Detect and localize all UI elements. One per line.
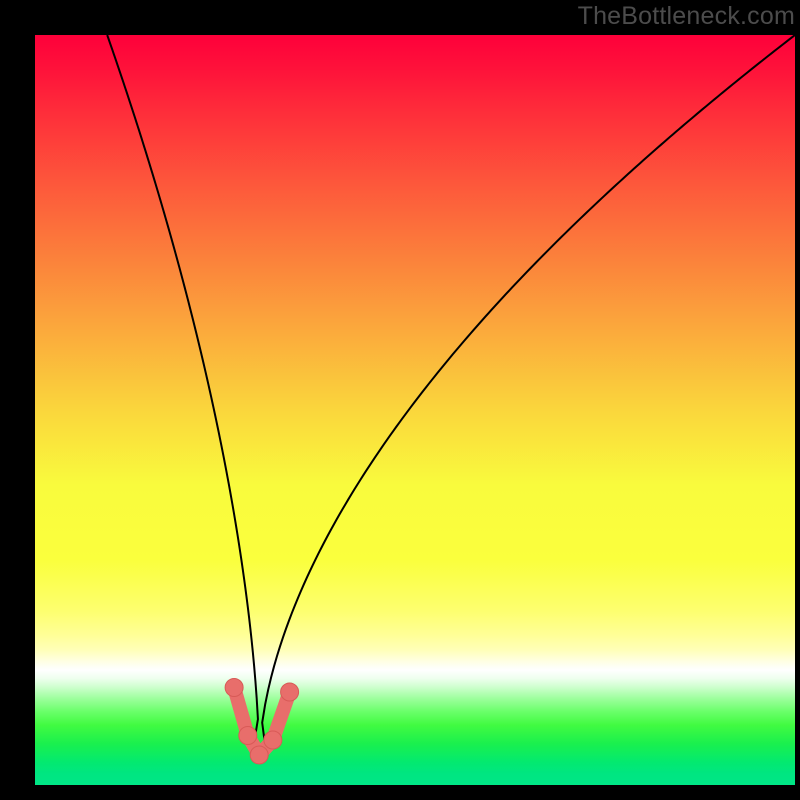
marker-dot	[264, 731, 282, 749]
marker-dot	[239, 727, 257, 745]
marker-dot	[225, 679, 243, 697]
chart-canvas: TheBottleneck.com	[0, 0, 800, 800]
plot-svg	[35, 35, 795, 785]
plot-region	[35, 35, 795, 785]
marker-dot	[250, 746, 268, 764]
watermark-text: TheBottleneck.com	[578, 2, 795, 31]
marker-dot	[281, 683, 299, 701]
gradient-background	[35, 35, 795, 785]
